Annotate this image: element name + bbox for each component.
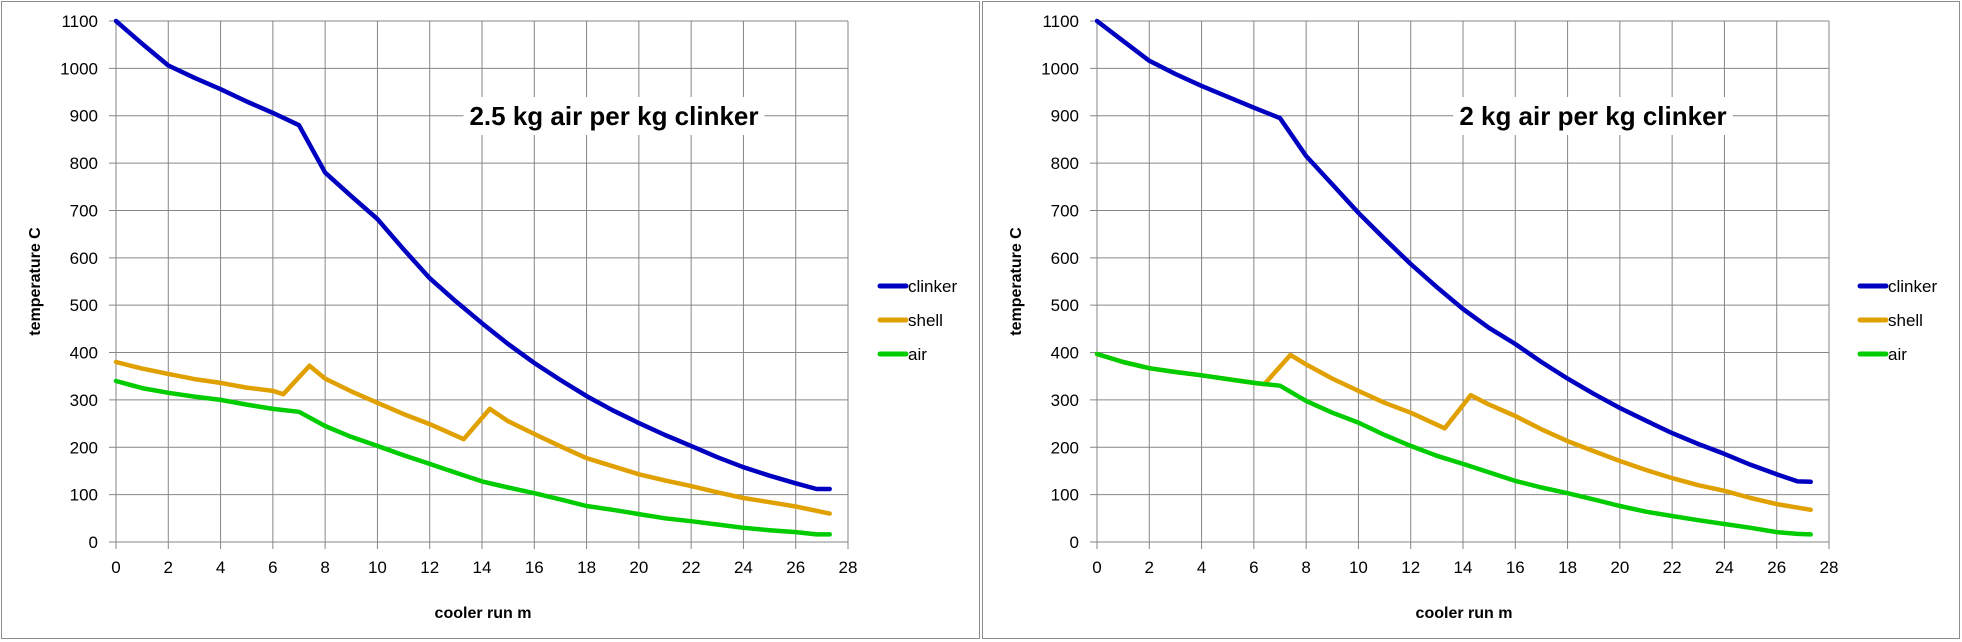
x-tick-label: 24 — [1715, 558, 1734, 577]
series-line-shell — [113, 359, 832, 516]
y-axis-label: temperature C — [27, 227, 44, 336]
y-tick-label: 1000 — [60, 59, 98, 78]
chart-panel-right: 0 100 200 300 400 500 600 700 800 900 1000 1100 0 2 4 6… — [982, 1, 1960, 639]
legend-item-shell: shell — [877, 311, 943, 330]
y-tick-label: 600 — [1051, 249, 1079, 268]
x-tick-label: 16 — [1506, 558, 1525, 577]
series-line-air — [1094, 351, 1813, 537]
y-tick-label: 800 — [70, 154, 98, 173]
x-axis-label: cooler run m — [1416, 605, 1513, 622]
x-tick-label: 20 — [629, 558, 648, 577]
legend-label: air — [908, 345, 927, 364]
y-tick-label: 1100 — [61, 12, 98, 31]
y-tick-label: 100 — [1051, 486, 1079, 505]
x-tick-label: 18 — [1558, 558, 1577, 577]
y-tick-label: 1000 — [1041, 59, 1079, 78]
x-tick-label: 24 — [734, 558, 753, 577]
legend-label: clinker — [908, 277, 957, 296]
x-tick-label: 4 — [216, 558, 225, 577]
series-line-clinker — [1094, 18, 1813, 485]
y-tick-label: 1100 — [1042, 12, 1079, 31]
x-tick-label: 26 — [1767, 558, 1786, 577]
y-tick-label: 900 — [70, 107, 98, 126]
y-tick-label: 800 — [1051, 154, 1079, 173]
x-tick-label: 28 — [839, 558, 858, 577]
legend: clinker shell air — [1857, 277, 1937, 364]
legend-item-shell: shell — [1857, 311, 1923, 330]
y-axis-label: temperature C — [1008, 227, 1025, 336]
x-tick-label: 8 — [320, 558, 329, 577]
x-tick-label: 6 — [268, 558, 277, 577]
x-axis-label: cooler run m — [435, 605, 532, 622]
legend-item-clinker: clinker — [1857, 277, 1937, 296]
legend-item-air: air — [1857, 345, 1907, 364]
y-tick-label: 400 — [1051, 344, 1079, 363]
y-tick-label: 300 — [1051, 391, 1079, 410]
x-tick-label: 12 — [1401, 558, 1420, 577]
y-tick-label: 500 — [1051, 296, 1079, 315]
x-tick-label: 20 — [1610, 558, 1629, 577]
x-tick-label: 4 — [1197, 558, 1206, 577]
y-tick-label: 700 — [70, 201, 98, 220]
y-tick-label: 100 — [70, 486, 98, 505]
x-tick-label: 16 — [525, 558, 544, 577]
y-tick-label: 400 — [70, 344, 98, 363]
x-tick-label: 28 — [1820, 558, 1839, 577]
legend-label: air — [1888, 345, 1907, 364]
y-tick-label: 600 — [70, 249, 98, 268]
legend-label: clinker — [1888, 277, 1937, 296]
x-tick-label: 22 — [1663, 558, 1682, 577]
svg-text:2 kg air per kg clinker: 2 kg air per kg clinker — [1459, 101, 1726, 131]
x-tick-label: 18 — [577, 558, 596, 577]
x-tick-label: 6 — [1249, 558, 1258, 577]
y-tick-label: 300 — [70, 391, 98, 410]
x-tick-label: 8 — [1301, 558, 1310, 577]
svg-text:2.5 kg air per kg clinker: 2.5 kg air per kg clinker — [469, 101, 758, 131]
x-tick-label: 2 — [1145, 558, 1154, 577]
legend-label: shell — [1888, 311, 1923, 330]
y-tick-label: 700 — [1051, 201, 1079, 220]
legend-label: shell — [908, 311, 943, 330]
y-tick-label: 900 — [1051, 107, 1079, 126]
y-tick-label: 0 — [1070, 533, 1079, 552]
y-tick-label: 500 — [70, 296, 98, 315]
x-tick-label: 10 — [1349, 558, 1368, 577]
chart-title: 2.5 kg air per kg clinker — [463, 97, 765, 135]
x-tick-label: 26 — [786, 558, 805, 577]
legend-item-air: air — [877, 345, 927, 364]
gridlines — [109, 20, 849, 549]
x-tick-label: 0 — [111, 558, 120, 577]
chart-title: 2 kg air per kg clinker — [1453, 97, 1733, 135]
y-tick-label: 200 — [1051, 438, 1079, 457]
chart-panel-left: 0 100 200 300 400 500 600 700 800 900 1000 1100 0 2 4 6… — [1, 1, 980, 639]
x-tick-label: 14 — [1454, 558, 1473, 577]
x-tick-label: 2 — [164, 558, 173, 577]
series-line-clinker — [113, 18, 832, 492]
series-line-air — [113, 378, 832, 537]
y-tick-label: 0 — [89, 533, 98, 552]
legend: clinker shell air — [877, 277, 957, 364]
x-tick-label: 14 — [473, 558, 492, 577]
x-tick-label: 22 — [682, 558, 701, 577]
legend-item-clinker: clinker — [877, 277, 957, 296]
x-tick-label: 12 — [420, 558, 439, 577]
x-tick-label: 10 — [368, 558, 387, 577]
x-tick-label: 0 — [1092, 558, 1101, 577]
y-tick-label: 200 — [70, 438, 98, 457]
